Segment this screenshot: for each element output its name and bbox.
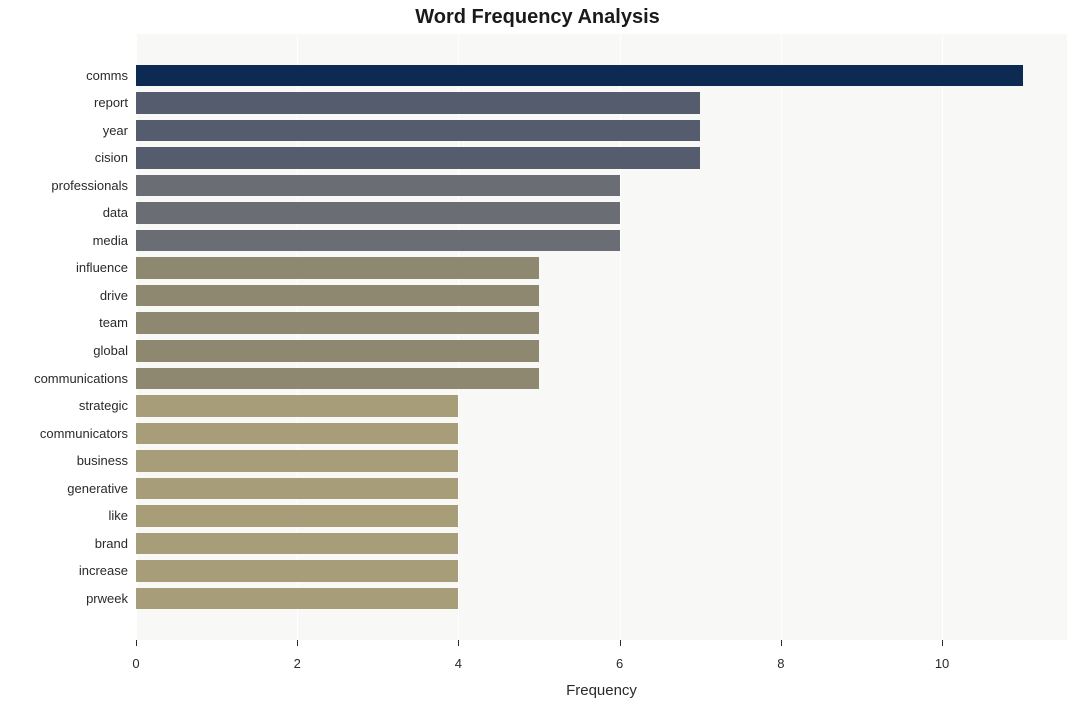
x-tick-label: 10 (935, 656, 949, 671)
y-tick-label: comms (86, 68, 128, 83)
bar (136, 202, 620, 223)
x-tick-label: 8 (777, 656, 784, 671)
y-tick-label: business (77, 453, 128, 468)
x-tick-mark (942, 640, 943, 646)
bar (136, 450, 458, 471)
x-tick-label: 0 (132, 656, 139, 671)
bar (136, 505, 458, 526)
y-tick-label: increase (79, 563, 128, 578)
bar (136, 175, 620, 196)
y-tick-label: drive (100, 288, 128, 303)
bar (136, 257, 539, 278)
x-axis-label: Frequency (136, 682, 1067, 699)
bar (136, 92, 700, 113)
gridline (942, 34, 943, 640)
x-tick-mark (620, 640, 621, 646)
x-tick-mark (297, 640, 298, 646)
bar (136, 230, 620, 251)
bar (136, 533, 458, 554)
y-tick-label: team (99, 315, 128, 330)
x-tick-label: 6 (616, 656, 623, 671)
bar (136, 395, 458, 416)
y-tick-label: data (103, 205, 128, 220)
x-tick-mark (458, 640, 459, 646)
gridline (781, 34, 782, 640)
bar (136, 65, 1023, 86)
y-tick-label: media (93, 233, 128, 248)
bar (136, 285, 539, 306)
x-tick-mark (136, 640, 137, 646)
bar (136, 120, 700, 141)
y-tick-label: professionals (51, 178, 128, 193)
bar (136, 147, 700, 168)
y-tick-label: prweek (86, 591, 128, 606)
bar (136, 423, 458, 444)
chart-title: Word Frequency Analysis (0, 6, 1075, 29)
y-tick-label: global (93, 343, 128, 358)
bar (136, 560, 458, 581)
y-tick-label: generative (67, 481, 128, 496)
bar (136, 478, 458, 499)
x-tick-label: 2 (294, 656, 301, 671)
y-tick-label: year (103, 123, 128, 138)
plot-area (136, 34, 1067, 640)
bar (136, 588, 458, 609)
y-tick-label: cision (95, 150, 128, 165)
x-tick-label: 4 (455, 656, 462, 671)
y-tick-label: report (94, 95, 128, 110)
y-tick-label: communications (34, 371, 128, 386)
bar (136, 340, 539, 361)
y-tick-label: brand (95, 536, 128, 551)
bar (136, 312, 539, 333)
y-tick-label: influence (76, 260, 128, 275)
y-tick-label: like (108, 508, 128, 523)
y-tick-label: strategic (79, 398, 128, 413)
chart-container: Word Frequency Analysis Frequency 0 2 4 6 8 1… (0, 0, 1075, 701)
y-tick-label: communicators (40, 426, 128, 441)
x-tick-mark (781, 640, 782, 646)
bar (136, 368, 539, 389)
